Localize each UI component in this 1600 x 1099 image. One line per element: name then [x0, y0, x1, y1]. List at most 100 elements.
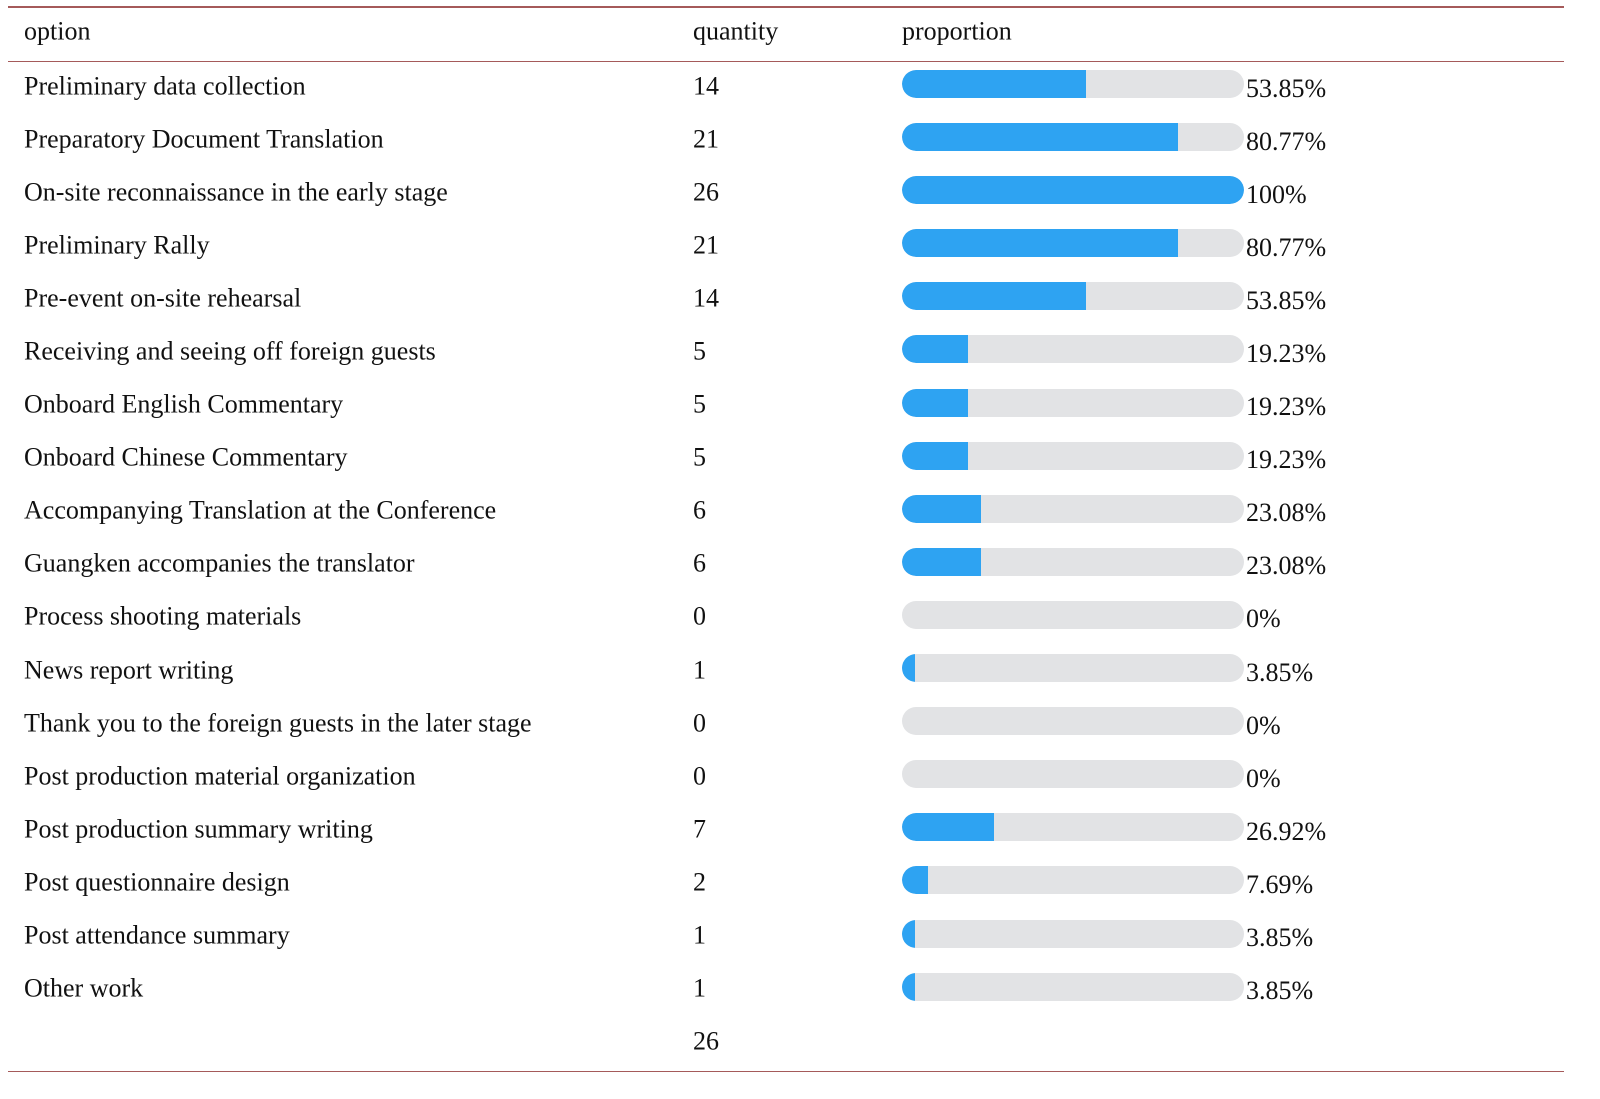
proportion-label: 0%: [1246, 604, 1281, 634]
proportion-bar-track: [902, 707, 1244, 736]
proportion-bar-fill: [902, 494, 981, 523]
proportion-label: 26.92%: [1246, 816, 1327, 846]
table-row: Preliminary data collection 14 53.85%: [8, 62, 1564, 115]
proportion-bar-track: [902, 547, 1244, 576]
proportion-bar-fill: [902, 176, 1244, 205]
header-rule: [8, 60, 1564, 62]
proportion-bar-fill: [902, 919, 916, 948]
proportion-label: 80.77%: [1246, 232, 1327, 262]
option-label: Preliminary Rally: [24, 230, 210, 260]
quantity-value: 5: [693, 336, 706, 366]
option-label: Post questionnaire design: [24, 867, 290, 897]
option-label: Process shooting materials: [24, 602, 302, 632]
option-label: Post production material organization: [24, 761, 416, 791]
option-label: Onboard Chinese Commentary: [24, 442, 348, 472]
proportion-bar-fill: [902, 282, 1087, 311]
proportion-label: 53.85%: [1246, 73, 1327, 103]
proportion-label: 53.85%: [1246, 285, 1327, 315]
quantity-value: 2: [693, 867, 706, 897]
proportion-bar-track: [902, 813, 1244, 842]
proportion-label: 3.85%: [1246, 976, 1314, 1006]
table-row: Pre-event on-site rehearsal 14 53.85%: [8, 274, 1564, 327]
proportion-label: 80.77%: [1246, 126, 1327, 156]
header-proportion: proportion: [902, 16, 1012, 46]
proportion-label: 0%: [1246, 710, 1281, 740]
proportion-bar-track: [902, 760, 1244, 789]
proportion-label: 3.85%: [1246, 657, 1314, 687]
proportion-bar-fill: [902, 388, 968, 417]
proportion-bar-fill: [902, 972, 916, 1001]
proportion-label: 23.08%: [1246, 498, 1327, 528]
quantity-value: 21: [693, 124, 719, 154]
proportion-bar-fill: [902, 866, 929, 895]
proportion-bar-track: [902, 654, 1244, 683]
table-row: Process shooting materials 0 0%: [8, 593, 1564, 646]
quantity-value: 5: [693, 442, 706, 472]
table-row: Post questionnaire design 2 7.69%: [8, 858, 1564, 911]
quantity-value: 14: [693, 71, 719, 101]
quantity-value: 6: [693, 495, 706, 525]
proportion-bar-fill: [902, 70, 1087, 98]
proportion-label: 19.23%: [1246, 392, 1327, 422]
quantity-value: 6: [693, 548, 706, 578]
option-label: Post production summary writing: [24, 814, 373, 844]
table-row: On-site reconnaissance in the early stag…: [8, 168, 1564, 221]
table-row: Onboard English Commentary 5 19.23%: [8, 381, 1564, 434]
quantity-value: 26: [693, 177, 719, 207]
option-label: Post attendance summary: [24, 920, 290, 950]
proportion-label: 19.23%: [1246, 339, 1327, 369]
quantity-value: 21: [693, 230, 719, 260]
option-label: On-site reconnaissance in the early stag…: [24, 177, 448, 207]
table-row: News report writing 1 3.85%: [8, 646, 1564, 699]
table-row: Post production material organization 0 0%: [8, 752, 1564, 805]
table-row: Post production summary writing 7 26.92%: [8, 805, 1564, 858]
option-label: Thank you to the foreign guests in the l…: [24, 708, 532, 738]
proportion-bar-track: [902, 335, 1244, 364]
proportion-bar-track: [902, 123, 1244, 152]
proportion-bar-fill: [902, 547, 981, 576]
proportion-bar-track: [902, 176, 1244, 205]
option-label: News report writing: [24, 655, 234, 685]
proportion-bar-track: [902, 229, 1244, 258]
proportion-bar-fill: [902, 229, 1179, 258]
proportion-bar-track: [902, 388, 1244, 417]
table-row: Receiving and seeing off foreign guests 5…: [8, 327, 1564, 380]
quantity-value: 5: [693, 389, 706, 419]
option-label: Onboard English Commentary: [24, 389, 344, 419]
table-row: Accompanying Translation at the Conferen…: [8, 487, 1564, 540]
quantity-value: 1: [693, 973, 706, 1003]
proportion-label: 23.08%: [1246, 551, 1327, 581]
option-label: Preparatory Document Translation: [24, 124, 384, 154]
survey-table: option quantity proportion Preliminary d…: [8, 6, 1564, 1073]
table-row: Other work 1 3.85%: [8, 965, 1564, 1018]
table-row: Preliminary Rally 21 80.77%: [8, 221, 1564, 274]
proportion-label: 19.23%: [1246, 445, 1327, 475]
proportion-bar-track: [902, 70, 1244, 98]
bottom-rule: [8, 1070, 1564, 1073]
option-label: Pre-event on-site rehearsal: [24, 283, 302, 313]
option-label: Preliminary data collection: [24, 71, 306, 101]
quantity-value: 0: [693, 761, 706, 791]
total-row: 26: [8, 1018, 1564, 1071]
proportion-bar-track: [902, 866, 1244, 895]
quantity-value: 1: [693, 655, 706, 685]
proportion-label: 100%: [1246, 179, 1307, 209]
proportion-bar-fill: [902, 654, 916, 683]
proportion-bar-track: [902, 972, 1244, 1001]
option-label: Receiving and seeing off foreign guests: [24, 336, 436, 366]
proportion-bar-track: [902, 494, 1244, 523]
proportion-bar-fill: [902, 813, 995, 842]
option-label: Guangken accompanies the translator: [24, 548, 415, 578]
header-row: option quantity proportion: [8, 8, 1564, 61]
proportion-bar-fill: [902, 335, 968, 364]
table-row: Post attendance summary 1 3.85%: [8, 912, 1564, 965]
quantity-value: 0: [693, 708, 706, 738]
proportion-bar-track: [902, 600, 1244, 629]
top-rule: [8, 6, 1564, 8]
option-label: Other work: [24, 973, 144, 1003]
table-row: Onboard Chinese Commentary 5 19.23%: [8, 434, 1564, 487]
proportion-label: 3.85%: [1246, 923, 1314, 953]
quantity-value: 7: [693, 814, 706, 844]
proportion-bar-track: [902, 282, 1244, 311]
proportion-label: 0%: [1246, 763, 1281, 793]
